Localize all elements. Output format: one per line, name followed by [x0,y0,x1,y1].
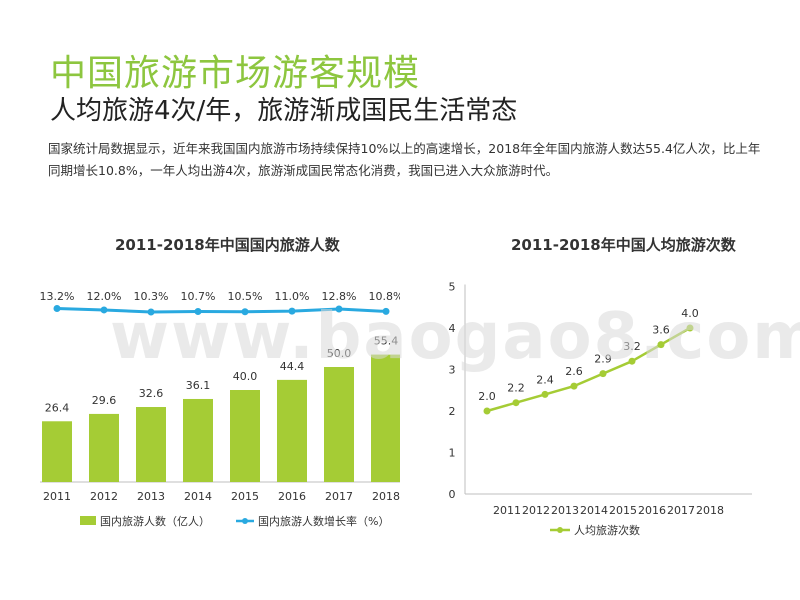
bar-2013 [136,407,166,482]
rate-label-2012: 12.0% [87,290,122,303]
bar-2014 [183,398,213,482]
rate-label-2015: 10.5% [228,290,263,303]
per-capita-label-2014: 2.6 [565,365,583,378]
legend-bar-label: 国内旅游人数（亿人） [100,514,210,528]
bar-label-2011: 26.4 [45,401,70,414]
per-capita-label-2016: 3.2 [623,340,641,353]
bar-2015 [230,390,260,482]
rate-label-2011: 13.2% [40,290,75,303]
y-tick-3: 3 [449,364,456,377]
per-capita-point-2014 [570,382,578,390]
per-capita-point-2016 [628,357,636,365]
x-tick-2011: 2011 [43,490,71,503]
y-tick-2: 2 [449,405,456,418]
x-tick-2016: 2016 [638,504,666,517]
rate-point-2018 [382,307,390,315]
x-tick-2015: 2015 [609,504,637,517]
x-tick-2016: 2016 [278,490,306,503]
legend-line-marker [242,518,248,524]
per-capita-label-2018: 4.0 [681,307,699,320]
bar-label-2018: 55.4 [374,335,399,348]
per-capita-label-2017: 3.6 [652,324,670,337]
x-tick-2014: 2014 [580,504,608,517]
rate-label-2018: 10.8% [369,290,400,303]
x-tick-2013: 2013 [137,490,165,503]
bar-label-2017: 50.0 [327,347,352,360]
rate-point-2013 [147,308,155,316]
rate-label-2014: 10.7% [181,290,216,303]
domestic-tourists-chart: 26.4 2011 29.6 2012 32.6 2013 36.1 2014 40.0 2015… [40,290,400,528]
y-tick-0: 0 [449,488,456,501]
legend-line-marker [557,527,563,533]
per-capita-point-2017 [657,341,665,349]
per-capita-label-2011: 2.0 [478,390,496,403]
growth-rate-line [56,307,387,314]
y-tick-4: 4 [449,322,456,335]
rate-label-2013: 10.3% [134,290,169,303]
x-tick-2017: 2017 [667,504,695,517]
page-subtitle: 人均旅游4次/年，旅游渐成国民生活常态 [50,96,518,126]
legend-line-label: 人均旅游次数 [574,523,640,537]
page-description: 国家统计局数据显示，近年来我国国内旅游市场持续保持10%以上的高速增长，2018… [48,141,761,178]
watermark: www.baogao8.com [110,300,800,374]
bar-label-2012: 29.6 [92,394,117,407]
x-tick-2015: 2015 [231,490,259,503]
x-tick-2011: 2011 [493,504,521,517]
rate-point-2014 [194,308,202,316]
rate-point-2012 [100,306,108,314]
x-tick-2012: 2012 [522,504,550,517]
per-capita-label-2015: 2.9 [594,353,612,366]
per-capita-point-2012 [512,399,520,407]
y-tick-1: 1 [449,447,456,460]
legend-line-label: 国内旅游人数增长率（%） [258,514,389,528]
per-capita-label-2012: 2.2 [507,382,525,395]
x-tick-2012: 2012 [90,490,118,503]
bar-2017 [324,367,354,482]
rate-point-2011 [53,305,61,313]
rate-point-2017 [335,305,343,313]
rate-label-2017: 12.8% [322,290,357,303]
bar-2011 [42,421,72,482]
rate-point-2016 [288,307,296,315]
x-tick-2014: 2014 [184,490,212,503]
bar-label-2015: 40.0 [233,370,258,383]
bar-2018 [371,354,400,482]
x-tick-2018: 2018 [696,504,724,517]
bar-2012 [89,413,119,482]
per-capita-point-2018 [686,324,694,332]
per-capita-trips-chart: 0 1 2 3 4 5 2.0 2011 2.2 2012 2.4 2013 2.6 2014 2.9 201… [449,281,752,537]
bar-label-2016: 44.4 [280,360,305,373]
bar-label-2014: 36.1 [186,379,211,392]
per-capita-label-2013: 2.4 [536,373,554,386]
per-capita-point-2011 [483,407,491,415]
x-tick-2018: 2018 [372,490,400,503]
legend-bar-swatch [80,516,96,525]
rate-point-2015 [241,308,249,316]
chart-left-title: 2011-2018年中国国内旅游人数 [115,236,340,254]
page-title: 中国旅游市场游客规模 [50,53,421,94]
y-tick-5: 5 [449,281,456,294]
chart-right-title: 2011-2018年中国人均旅游次数 [511,236,736,254]
bar-label-2013: 32.6 [139,387,164,400]
rate-label-2016: 11.0% [275,290,310,303]
per-capita-line [486,326,691,413]
x-tick-2013: 2013 [551,504,579,517]
bar-2016 [277,379,307,482]
per-capita-point-2015 [599,370,607,378]
x-tick-2017: 2017 [325,490,353,503]
per-capita-point-2013 [541,390,549,398]
